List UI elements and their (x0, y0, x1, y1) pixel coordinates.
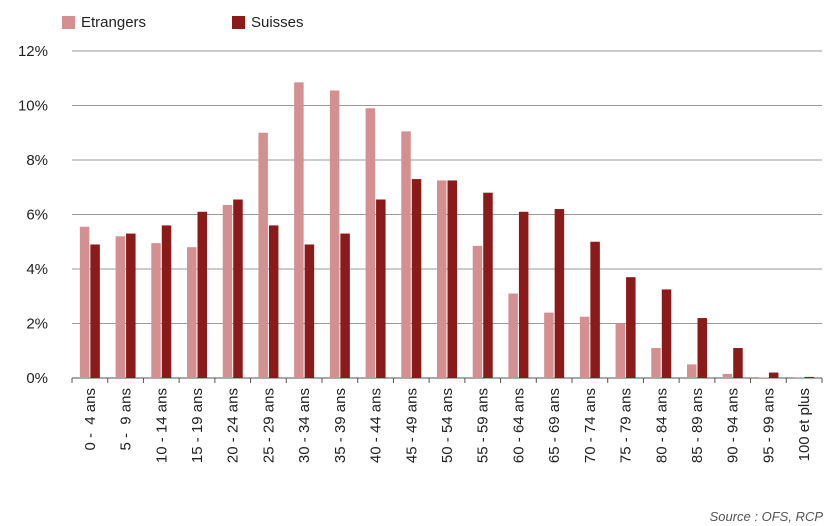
y-tick-label: 2% (26, 316, 48, 333)
x-tick-label: 90 - 94 ans (725, 388, 742, 463)
x-tick-label: 45 - 49 ans (403, 388, 420, 463)
x-tick-label: 100 et plus (796, 388, 813, 461)
bar-etrangers-16 (651, 348, 661, 378)
bar-suisses-5 (268, 225, 279, 378)
y-tick-label: 12% (18, 43, 48, 60)
bar-suisses-2 (161, 225, 172, 378)
x-tick-label: 10 - 14 ans (153, 388, 170, 463)
legend-label-suisses: Suisses (251, 14, 304, 31)
x-tick-label: 35 - 39 ans (332, 388, 349, 463)
bar-suisses-4 (233, 199, 243, 378)
source-note: Source : OFS, RCP (709, 509, 823, 524)
bar-suisses-20 (804, 376, 815, 378)
bar-etrangers-9 (401, 131, 411, 378)
bar-etrangers-4 (222, 204, 233, 378)
bar-etrangers-2 (151, 243, 161, 378)
x-tick-label: 40 - 44 ans (368, 388, 385, 463)
y-tick-label: 6% (26, 207, 48, 224)
bar-suisses-9 (411, 179, 422, 378)
x-tick-label: 60 - 64 ans (510, 388, 527, 463)
legend-item-suisses: Suisses (232, 14, 304, 31)
bar-etrangers-10 (437, 180, 447, 378)
bar-etrangers-8 (365, 108, 376, 378)
bar-suisses-13 (554, 209, 565, 378)
x-tick-label: 70 - 74 ans (582, 388, 599, 463)
bar-suisses-16 (661, 289, 672, 378)
bar-suisses-0 (90, 244, 100, 378)
bar-etrangers-11 (472, 245, 483, 378)
bar-etrangers-14 (579, 316, 590, 378)
bar-suisses-8 (376, 199, 386, 378)
bar-suisses-1 (126, 233, 136, 378)
y-tick-label: 10% (18, 98, 48, 115)
y-tick-label: 0% (26, 370, 48, 387)
x-tick-label: 50 - 54 ans (439, 388, 456, 463)
bar-suisses-11 (483, 192, 493, 378)
bar-etrangers-15 (615, 323, 626, 378)
legend-swatch-suisses (232, 16, 245, 29)
x-tick-label: 85 - 89 ans (689, 388, 706, 463)
bar-suisses-17 (697, 318, 707, 378)
bar-suisses-19 (768, 372, 779, 378)
bar-etrangers-3 (187, 247, 197, 378)
bar-suisses-15 (626, 277, 636, 378)
bar-etrangers-12 (508, 293, 518, 378)
x-tick-label: 0 - 4 ans (82, 388, 99, 451)
y-tick-label: 4% (26, 261, 48, 278)
x-tick-label: 65 - 69 ans (546, 388, 563, 463)
x-tick-label: 15 - 19 ans (189, 388, 206, 463)
bar-suisses-18 (733, 348, 743, 378)
bar-etrangers-5 (258, 132, 268, 378)
x-tick-label: 55 - 59 ans (475, 388, 492, 463)
bar-etrangers-1 (115, 236, 126, 378)
x-tick-label: 20 - 24 ans (225, 388, 242, 463)
bar-etrangers-0 (79, 226, 90, 378)
x-tick-label: 30 - 34 ans (296, 388, 313, 463)
bar-suisses-12 (518, 211, 529, 378)
bar-suisses-7 (340, 233, 350, 378)
x-tick-label: 25 - 29 ans (260, 388, 277, 463)
bar-suisses-6 (304, 244, 315, 378)
legend-item-etrangers: Etrangers (62, 14, 146, 31)
bar-etrangers-17 (687, 364, 697, 378)
bar-suisses-14 (590, 241, 600, 378)
bar-etrangers-7 (329, 90, 340, 378)
bar-etrangers-6 (294, 82, 304, 379)
y-tick-label: 8% (26, 152, 48, 169)
x-tick-label: 95 - 99 ans (760, 388, 777, 463)
bar-etrangers-19 (758, 377, 768, 378)
x-tick-label: 80 - 84 ans (653, 388, 670, 463)
bar-etrangers-18 (722, 373, 733, 378)
bar-suisses-10 (447, 180, 457, 378)
bar-etrangers-13 (544, 312, 554, 378)
legend-label-etrangers: Etrangers (81, 14, 147, 31)
x-tick-label: 5 - 9 ans (118, 388, 135, 451)
x-tick-label: 75 - 79 ans (618, 388, 635, 463)
bar-suisses-3 (197, 211, 207, 378)
legend-swatch-etrangers (62, 16, 75, 29)
